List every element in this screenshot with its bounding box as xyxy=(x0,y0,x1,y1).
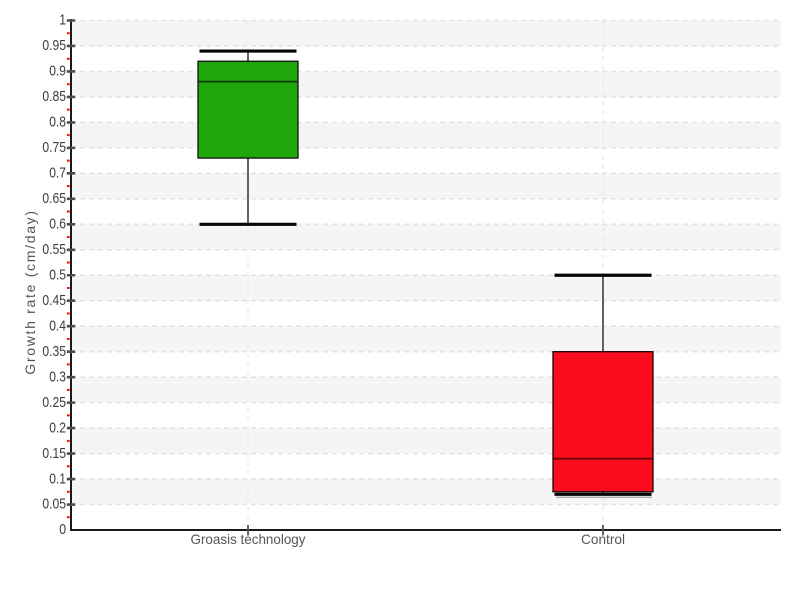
svg-text:0.2: 0.2 xyxy=(49,419,66,436)
svg-text:0.4: 0.4 xyxy=(49,317,66,334)
svg-text:0.6: 0.6 xyxy=(49,216,66,233)
svg-text:0.85: 0.85 xyxy=(42,88,66,105)
svg-text:0.3: 0.3 xyxy=(49,368,66,385)
svg-text:0.15: 0.15 xyxy=(42,445,66,462)
svg-text:Control: Control xyxy=(581,531,625,547)
svg-text:Groasis technology: Groasis technology xyxy=(191,531,306,547)
svg-text:0.8: 0.8 xyxy=(49,114,66,131)
svg-text:0.5: 0.5 xyxy=(49,266,66,283)
svg-text:0.45: 0.45 xyxy=(42,292,66,309)
svg-text:0.9: 0.9 xyxy=(49,63,66,80)
svg-text:0.75: 0.75 xyxy=(42,139,66,156)
svg-text:Growth rate (cm/day): Growth rate (cm/day) xyxy=(22,209,38,374)
svg-text:0.1: 0.1 xyxy=(49,470,66,487)
svg-text:0.35: 0.35 xyxy=(42,343,66,360)
svg-text:0.55: 0.55 xyxy=(42,241,66,258)
svg-text:0.25: 0.25 xyxy=(42,394,66,411)
svg-text:0.95: 0.95 xyxy=(42,37,66,54)
svg-text:0.7: 0.7 xyxy=(49,165,66,182)
svg-text:1: 1 xyxy=(59,12,66,29)
svg-text:0: 0 xyxy=(59,521,66,538)
svg-text:0.65: 0.65 xyxy=(42,190,66,207)
svg-text:0.05: 0.05 xyxy=(42,496,66,513)
